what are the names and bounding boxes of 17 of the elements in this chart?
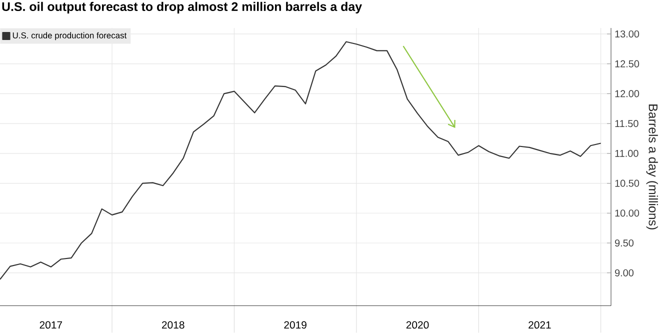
x-tick-label: 2018 bbox=[162, 321, 184, 329]
x-tick-label: 2017 bbox=[40, 321, 62, 329]
y-tick-label: 13.00 bbox=[615, 30, 640, 38]
x-tick-label: 2021 bbox=[528, 321, 551, 329]
y-tick-label: 9.00 bbox=[614, 269, 634, 276]
y-tick-label: 12.50 bbox=[615, 60, 640, 68]
x-tick-label: 2020 bbox=[406, 321, 429, 329]
chart-title: U.S. oil output forecast to drop almost 2 million barrels a day bbox=[2, 2, 362, 14]
legend-label: U.S. crude production forecast bbox=[12, 32, 127, 40]
y-tick-label: 10.00 bbox=[615, 210, 640, 217]
y-axis-title: Barrels a day (millions) bbox=[646, 104, 658, 230]
y-tick-label: 10.50 bbox=[615, 180, 640, 187]
x-tick-label: 2019 bbox=[284, 321, 306, 329]
y-tick-label: 11.50 bbox=[615, 120, 638, 128]
y-tick-label: 9.50 bbox=[614, 239, 634, 247]
y-tick-label: 11.00 bbox=[615, 150, 638, 157]
y-tick-label: 12.00 bbox=[615, 90, 640, 98]
